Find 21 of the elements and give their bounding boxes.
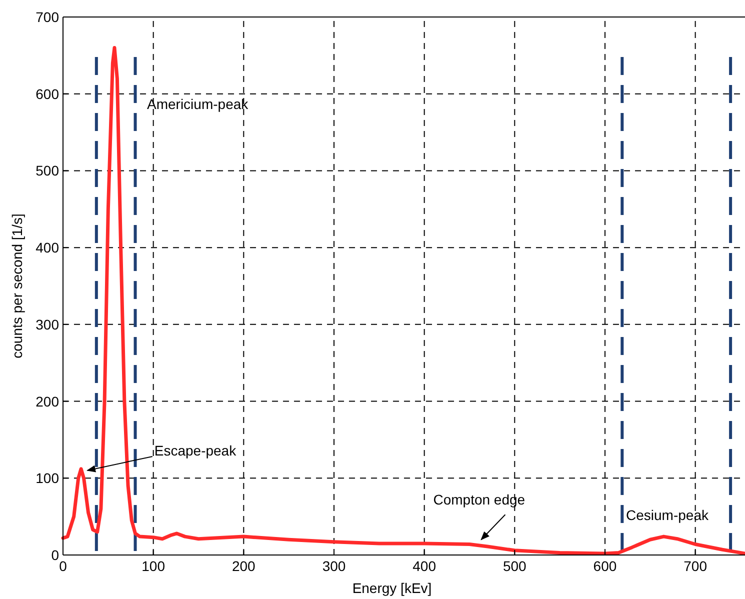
y-tick-label: 600 (36, 86, 60, 102)
x-tick-label: 500 (502, 558, 527, 574)
x-tick-label: 200 (232, 558, 256, 574)
y-tick-label: 0 (51, 547, 60, 563)
annotation: Compton edge (433, 492, 526, 508)
y-tick-label: 400 (36, 240, 60, 256)
y-tick-label: 700 (36, 9, 60, 25)
x-tick-label: 600 (593, 558, 617, 574)
annotation: Escape-peak (154, 442, 238, 458)
y-axis-title: counts per second [1/s] (9, 214, 25, 358)
annotation: Cesium-peak (626, 507, 710, 523)
annotation: Americium-peak (147, 96, 250, 112)
x-tick-label: 400 (412, 558, 436, 574)
x-axis-title: Energy [kEv] (352, 580, 432, 596)
y-tick-label: 100 (36, 470, 60, 486)
y-tick-label: 300 (36, 316, 60, 332)
x-tick-label: 700 (684, 558, 708, 574)
x-tick-label: 100 (142, 558, 166, 574)
y-tick-label: 200 (36, 393, 60, 410)
x-tick-label: 300 (322, 558, 346, 574)
y-tick-label: 500 (36, 162, 60, 179)
